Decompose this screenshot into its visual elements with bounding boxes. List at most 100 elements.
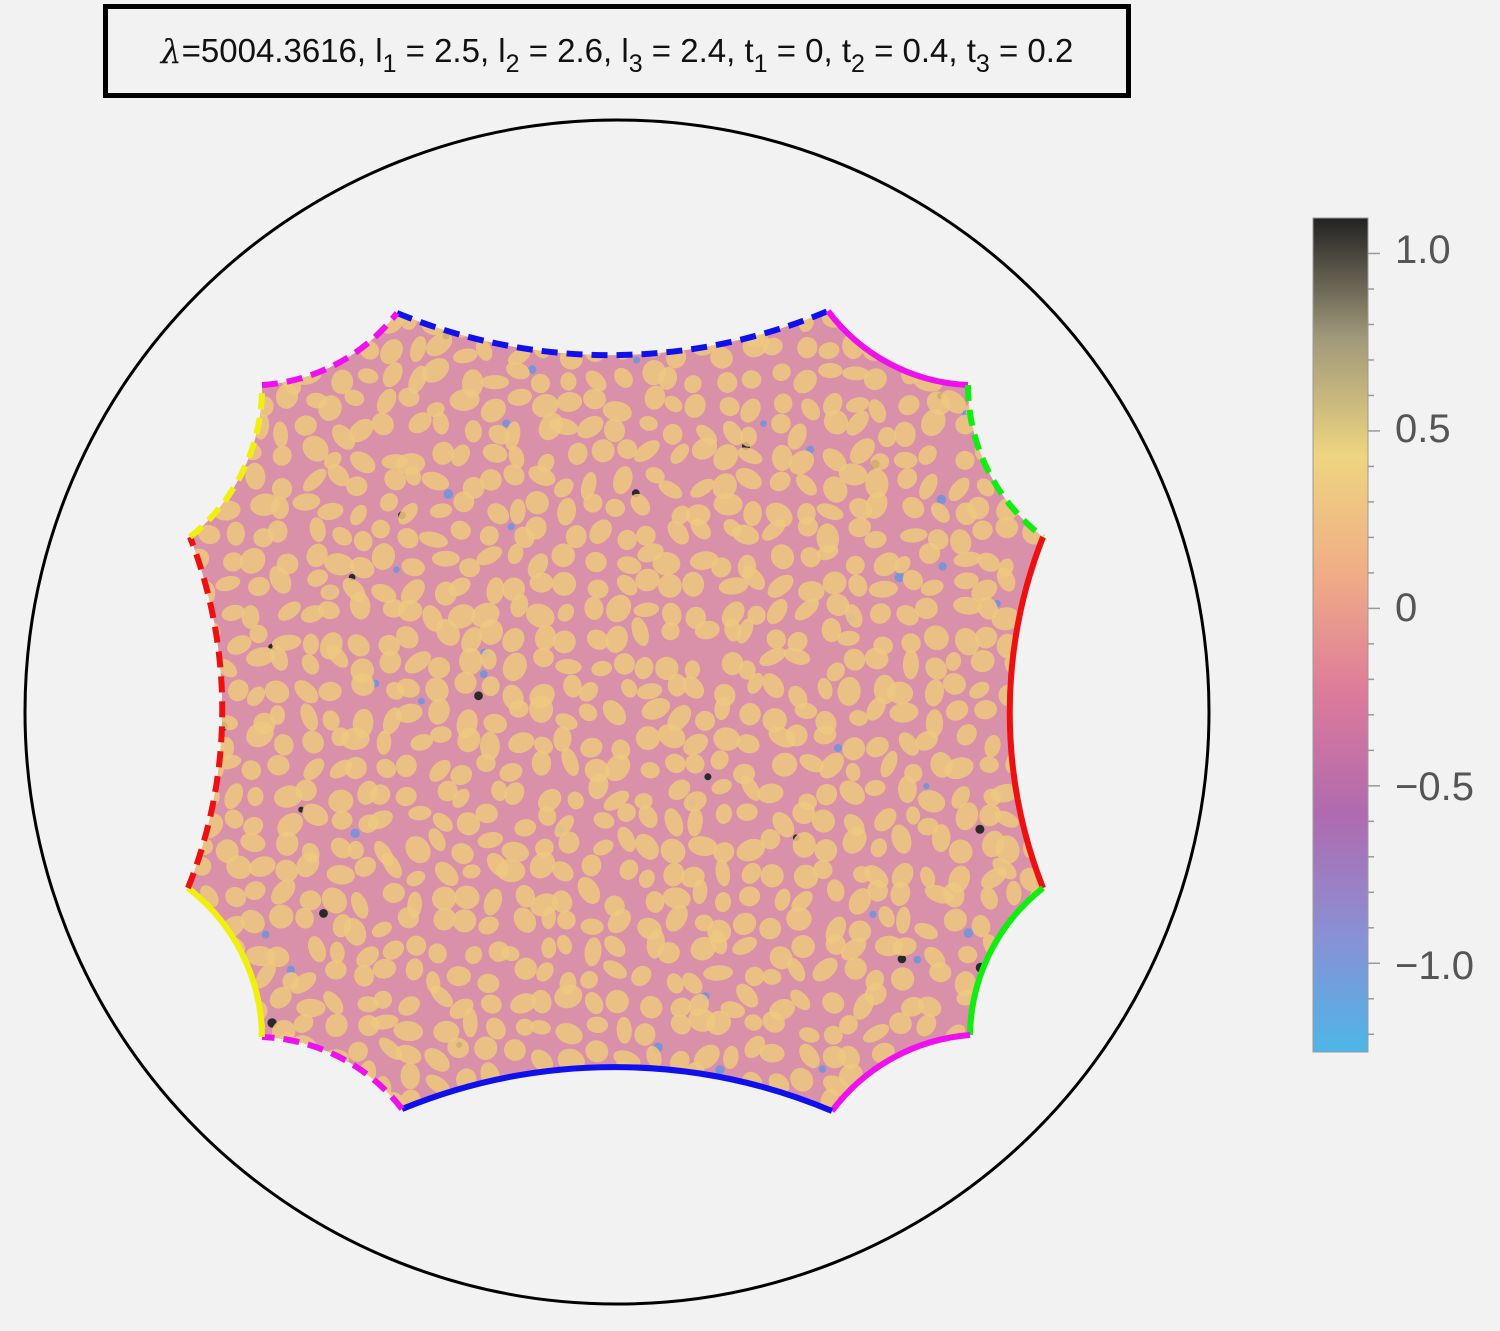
param-l2: l2 = 2.6: [498, 32, 604, 78]
wave-blob: [408, 412, 432, 434]
wave-blob: [994, 391, 1018, 418]
colorbar-label-3: 0: [1395, 586, 1417, 630]
wave-blob: [660, 1088, 684, 1111]
wave-blob: [320, 1066, 340, 1088]
wave-blob: [605, 989, 629, 1014]
wave-blob: [915, 730, 939, 751]
wave-blob: [593, 812, 615, 829]
wave-blob: [690, 518, 711, 540]
wave-blob: [531, 989, 552, 1014]
wave-blob: [645, 467, 665, 484]
wave-blob: [296, 852, 320, 878]
wave-blob: [508, 348, 531, 366]
wave-blob: [812, 957, 838, 982]
wave-blob: [790, 989, 811, 1011]
wave-blob: [845, 555, 865, 575]
boundary-arc: [261, 311, 400, 388]
wave-blob: [396, 626, 419, 649]
wave-blob: [428, 943, 447, 964]
wave-blob: [273, 421, 289, 448]
wave-blob: [875, 1076, 893, 1096]
wave-blob: [1030, 607, 1043, 629]
wave-blob: [357, 996, 379, 1013]
wave-blob: [226, 1092, 251, 1111]
wave-blob: [379, 493, 399, 512]
wave-blob: [188, 594, 195, 617]
wave-blob: [996, 567, 1016, 592]
wave-blob: [636, 525, 656, 546]
wave-blob: [743, 501, 762, 527]
wave-blob: [530, 1049, 554, 1073]
wave-blob: [479, 618, 503, 645]
disk-boundary: [23, 118, 1211, 1306]
wave-blob: [533, 647, 554, 668]
extremum-dot: [319, 909, 328, 918]
wave-blob: [552, 311, 581, 317]
wave-blob: [1028, 414, 1043, 437]
wave-blob: [713, 842, 735, 863]
wave-blob: [480, 649, 497, 670]
wave-blob: [980, 345, 999, 366]
wave-blob: [843, 648, 866, 671]
wave-blob: [322, 710, 340, 731]
param-t2: t2 = 0.4: [841, 32, 949, 78]
wave-blob: [759, 917, 782, 940]
wave-blob: [692, 1086, 712, 1111]
wave-blob: [817, 677, 833, 700]
wave-blob: [762, 968, 782, 985]
extremum-dot: [577, 1092, 588, 1102]
wave-blob: [189, 453, 209, 473]
wave-blob: [956, 1097, 978, 1111]
boundary-arc: [261, 1034, 405, 1111]
wave-blob: [329, 941, 345, 964]
wave-blob: [760, 829, 781, 850]
boundary-arc: [188, 384, 266, 540]
wave-blob: [798, 581, 825, 603]
wave-blob: [320, 584, 340, 601]
wave-blob: [693, 1044, 720, 1070]
wave-blob: [188, 579, 200, 600]
wave-blob: [157, 915, 188, 935]
wave-blob: [900, 996, 925, 1017]
wave-blob: [658, 480, 683, 499]
extremum-dot: [1044, 542, 1050, 548]
wave-blob: [940, 1044, 965, 1063]
wave-blob: [585, 551, 607, 573]
wave-blob: [640, 313, 666, 341]
wave-blob: [814, 839, 838, 863]
wave-blob: [554, 815, 575, 838]
wave-blob: [188, 655, 193, 677]
wave-blob: [556, 392, 583, 412]
boundary-arc: [964, 384, 1045, 540]
wave-blob: [449, 389, 480, 411]
wave-blob: [849, 710, 869, 726]
extremum-dot: [818, 1065, 827, 1073]
wave-blob: [586, 1016, 609, 1034]
wave-blob: [917, 817, 939, 836]
wave-blob: [506, 1088, 526, 1109]
wave-blob: [772, 811, 795, 838]
wave-blob: [736, 734, 760, 754]
wave-blob: [502, 628, 525, 653]
wave-blob: [531, 750, 552, 776]
wave-blob: [429, 759, 451, 782]
wave-blob: [926, 1071, 947, 1094]
wave-blob: [878, 905, 895, 928]
wave-blob: [682, 676, 705, 699]
wave-blob: [241, 760, 262, 780]
wave-blob: [713, 492, 743, 516]
wave-blob: [384, 468, 407, 491]
extremum-dot: [286, 965, 296, 974]
wave-blob: [577, 876, 601, 904]
wave-blob: [787, 423, 807, 450]
wave-blob: [889, 1012, 912, 1035]
wave-blob: [690, 478, 715, 498]
wave-blob: [244, 881, 266, 901]
wave-blob: [664, 395, 683, 413]
wave-blob: [732, 936, 758, 955]
wave-blob: [949, 317, 969, 333]
wave-blob: [246, 686, 266, 707]
wave-blob: [529, 695, 554, 723]
wave-blob: [844, 957, 867, 980]
wave-blob: [1030, 776, 1043, 801]
